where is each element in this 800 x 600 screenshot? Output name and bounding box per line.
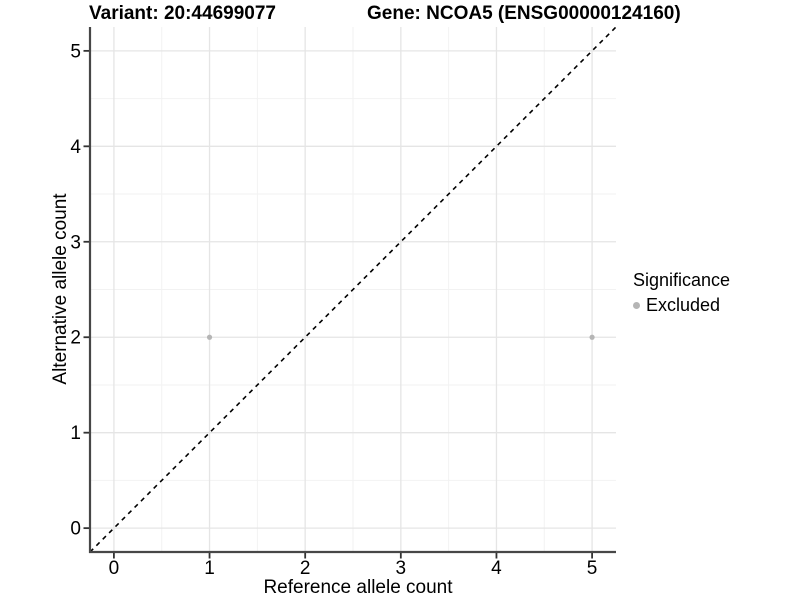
identity-dashed-line xyxy=(89,26,617,553)
gene-title: Gene: NCOA5 (ENSG00000124160) xyxy=(367,3,681,24)
legend-title: Significance xyxy=(633,270,731,290)
y-tick-label: 1 xyxy=(70,423,81,444)
x-tick-label: 0 xyxy=(109,558,120,579)
data-point xyxy=(206,334,213,340)
variant-title: Variant: 20:44699077 xyxy=(89,3,276,24)
legend-item-excluded: Excluded xyxy=(633,295,730,316)
y-tick-label: 5 xyxy=(70,41,81,62)
x-tick-label: 2 xyxy=(300,558,311,579)
y-tick-label: 4 xyxy=(70,137,81,158)
x-tick-label: 5 xyxy=(587,558,598,579)
legend-point-icon xyxy=(633,302,640,309)
data-point xyxy=(589,334,595,340)
y-tick-label: 3 xyxy=(70,232,81,253)
x-tick-label: 3 xyxy=(396,558,407,579)
x-tick-label: 4 xyxy=(491,558,502,579)
y-tick-label: 2 xyxy=(70,328,81,349)
legend-item-label: Excluded xyxy=(646,295,721,315)
legend: Significance Excluded xyxy=(633,270,730,316)
y-tick-label: 0 xyxy=(70,519,81,540)
x-axis-title: Reference allele count xyxy=(263,577,453,598)
x-tick-label: 1 xyxy=(204,558,215,579)
